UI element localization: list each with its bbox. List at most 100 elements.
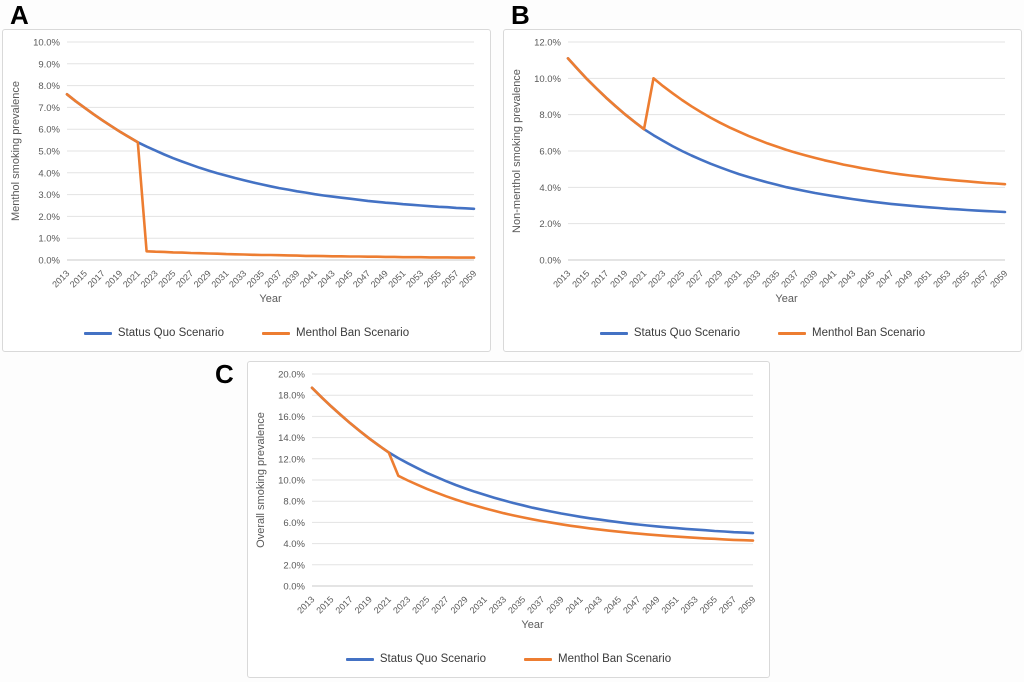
- x-tick-label: 2021: [627, 268, 648, 289]
- x-tick-label: 2027: [429, 594, 450, 615]
- x-tick-label: 2055: [698, 594, 719, 615]
- y-tick-label: 14.0%: [278, 433, 305, 444]
- x-tick-label: 2017: [334, 594, 355, 615]
- x-tick-label: 2043: [583, 594, 604, 615]
- y-tick-label: 2.0%: [38, 212, 60, 223]
- legend-b: Status Quo Scenario Menthol Ban Scenario: [504, 327, 1021, 339]
- x-tick-label: 2051: [386, 268, 407, 289]
- series-line-menthol-ban: [65, 93, 476, 259]
- menthol-prevalence-chart: 10.0% 9.0% 8.0% 7.0% 6.0% 5.0% 4.0% 3.0% 2.0% 1.0…: [10, 38, 478, 306]
- x-tick-label: 2025: [156, 268, 177, 289]
- x-tick-label: 2039: [798, 268, 819, 289]
- y-tick-label: 12.0%: [534, 38, 561, 49]
- x-tick-label: 2053: [679, 594, 700, 615]
- legend-item-menthol-ban: Menthol Ban Scenario: [523, 653, 672, 665]
- status-quo-legend-line: [83, 331, 112, 335]
- series-line-status-quo: [310, 386, 755, 535]
- y-tick-label: 8.0%: [539, 110, 561, 121]
- x-tick-label: 2023: [646, 268, 667, 289]
- y-tick-label: 10.0%: [33, 38, 60, 49]
- x-tick-label: 2019: [103, 268, 124, 289]
- y-tick-label: 5.0%: [38, 147, 60, 158]
- x-axis-title: Year: [521, 619, 544, 631]
- x-tick-label: 2039: [544, 594, 565, 615]
- legend-item-status-quo: Status Quo Scenario: [83, 327, 224, 339]
- x-tick-label: 2033: [487, 594, 508, 615]
- y-tick-label: 2.0%: [539, 219, 561, 230]
- y-tick-label: 6.0%: [283, 518, 305, 529]
- x-tick-label: 2059: [457, 268, 478, 289]
- x-tick-label: 2029: [192, 268, 213, 289]
- x-tick-label: 2055: [950, 268, 971, 289]
- x-tick-label: 2015: [314, 594, 335, 615]
- legend-c: Status Quo Scenario Menthol Ban Scenario: [248, 653, 769, 665]
- x-tick-label: 2037: [525, 594, 546, 615]
- y-tick-label: 9.0%: [38, 59, 60, 70]
- y-tick-label: 12.0%: [278, 454, 305, 465]
- x-tick-label: 2049: [640, 594, 661, 615]
- y-tick-label: 10.0%: [278, 476, 305, 487]
- x-tick-label: 2013: [295, 594, 316, 615]
- legend-a: Status Quo Scenario Menthol Ban Scenario: [3, 327, 490, 339]
- legend-label-menthol-ban: Menthol Ban Scenario: [811, 327, 926, 339]
- y-tick-label: 16.0%: [278, 412, 305, 423]
- status-quo-legend-line: [345, 657, 374, 661]
- x-tick-label: 2051: [912, 268, 933, 289]
- x-tick-label: 2027: [684, 268, 705, 289]
- x-tick-label: 2045: [855, 268, 876, 289]
- x-tick-label: 2025: [665, 268, 686, 289]
- x-tick-label: 2015: [570, 268, 591, 289]
- x-tick-label: 2053: [404, 268, 425, 289]
- legend-item-status-quo: Status Quo Scenario: [345, 653, 486, 665]
- legend-item-menthol-ban: Menthol Ban Scenario: [777, 327, 926, 339]
- x-tick-label: 2045: [333, 268, 354, 289]
- y-tick-label: 4.0%: [283, 539, 305, 550]
- x-tick-label: 2027: [174, 268, 195, 289]
- y-tick-label: 8.0%: [38, 81, 60, 92]
- legend-label-menthol-ban: Menthol Ban Scenario: [295, 327, 410, 339]
- overall-prevalence-chart: 20.0% 18.0% 16.0% 14.0% 12.0% 10.0% 8.0% 6.0% 4.…: [255, 370, 757, 632]
- legend-item-menthol-ban: Menthol Ban Scenario: [261, 327, 410, 339]
- y-tick-label: 0.0%: [539, 256, 561, 267]
- x-tick-label: 2045: [602, 594, 623, 615]
- x-tick-label: 2017: [589, 268, 610, 289]
- menthol-ban-legend-line: [261, 331, 290, 335]
- x-tick-label: 2059: [988, 268, 1009, 289]
- x-tick-label: 2031: [468, 594, 489, 615]
- panel-label-c: C: [215, 359, 234, 389]
- menthol-ban-legend-line: [777, 331, 806, 335]
- x-tick-label: 2041: [298, 268, 319, 289]
- y-tick-label: 18.0%: [278, 391, 305, 402]
- y-axis-title: Overall smoking prevalence: [255, 412, 267, 548]
- y-tick-label: 0.0%: [38, 256, 60, 267]
- legend-label-status-quo: Status Quo Scenario: [117, 327, 224, 339]
- x-tick-label: 2035: [760, 268, 781, 289]
- x-tick-label: 2057: [439, 268, 460, 289]
- x-tick-label: 2023: [139, 268, 160, 289]
- panel-label-b: B: [511, 0, 530, 30]
- x-tick-label: 2059: [736, 594, 757, 615]
- y-tick-label: 20.0%: [278, 370, 305, 381]
- x-tick-label: 2019: [353, 594, 374, 615]
- x-tick-label: 2029: [449, 594, 470, 615]
- legend-label-status-quo: Status Quo Scenario: [379, 653, 486, 665]
- x-tick-label: 2041: [564, 594, 585, 615]
- x-tick-label: 2025: [410, 594, 431, 615]
- x-tick-label: 2033: [741, 268, 762, 289]
- x-axis-title: Year: [259, 293, 282, 305]
- x-tick-label: 2013: [551, 268, 572, 289]
- series-line-menthol-ban: [310, 386, 755, 542]
- x-tick-label: 2031: [722, 268, 743, 289]
- y-tick-label: 1.0%: [38, 234, 60, 245]
- legend-item-status-quo: Status Quo Scenario: [599, 327, 740, 339]
- x-tick-label: 2043: [836, 268, 857, 289]
- x-tick-label: 2021: [121, 268, 142, 289]
- x-tick-label: 2021: [372, 594, 393, 615]
- legend-label-menthol-ban: Menthol Ban Scenario: [557, 653, 672, 665]
- panel-c-overall-chart: 20.0% 18.0% 16.0% 14.0% 12.0% 10.0% 8.0% 6.0% 4.…: [247, 361, 770, 678]
- y-tick-label: 6.0%: [539, 147, 561, 158]
- y-tick-label: 4.0%: [539, 183, 561, 194]
- y-tick-label: 10.0%: [534, 74, 561, 85]
- series-line-status-quo: [566, 57, 1007, 214]
- x-tick-label: 2023: [391, 594, 412, 615]
